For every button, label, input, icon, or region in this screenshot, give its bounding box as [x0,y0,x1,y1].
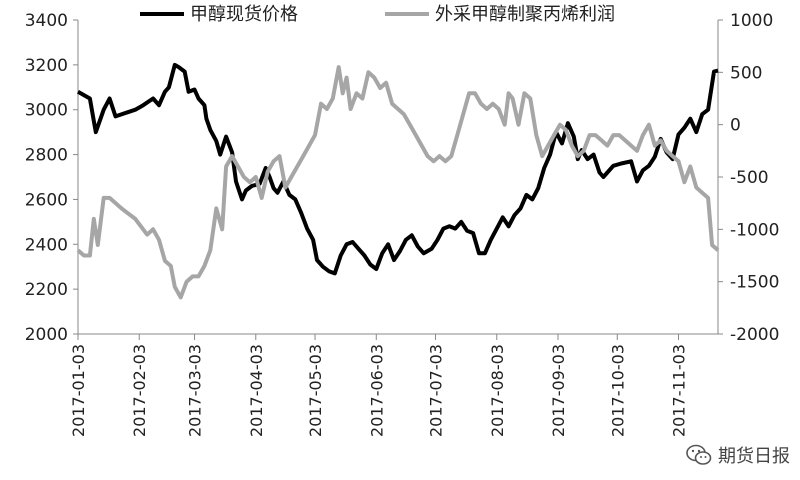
x-tick-label: 2017-03-03 [186,344,205,437]
axes-layer: 2000 2200 2400 2600 2800 3000 3200 3400 -2000 -15… [25,11,780,437]
y-right-tick-label: 500 [730,63,762,83]
series-layer [76,62,720,300]
y-right-tick-label: -2000 [730,325,779,345]
watermark: 期货日报 [686,442,790,468]
x-tick-label: 2017-02-03 [130,344,149,437]
y-left-tick-label: 3200 [25,56,68,76]
x-tick-label: 2017-05-03 [306,344,325,437]
y-left-tick-label: 2200 [25,280,68,300]
y-left-tick-label: 2000 [25,325,68,345]
x-tick-label: 2017-06-03 [367,344,386,437]
legend: 甲醇现货价格 外采甲醇制聚丙烯利润 [140,4,615,25]
y-left-tick-label: 3000 [25,101,68,121]
y-left-tick-label: 2800 [25,146,68,166]
x-tick-label: 2017-01-03 [69,344,88,437]
x-tick-label: 2017-10-03 [608,344,627,437]
y-right-tick-label: -1000 [730,220,779,240]
wechat-icon [686,444,712,465]
series-line-2 [76,65,720,300]
x-tick-label: 2017-07-03 [427,344,446,437]
y-right-tick-label: -500 [730,168,769,188]
watermark-text: 期货日报 [718,446,790,467]
y-left-tick-label: 2600 [25,190,68,210]
x-tick-label: 2017-08-03 [488,344,507,437]
y-left-tick-label: 2400 [25,235,68,255]
y-right-tick-label: -1500 [730,273,779,293]
x-tick-label: 2017-09-03 [549,344,568,437]
y-right-tick-label: 0 [730,116,741,136]
x-tick-label: 2017-04-03 [247,344,266,437]
y-right-tick-label: 1000 [730,11,773,31]
legend-label: 外采甲醇制聚丙烯利润 [435,4,615,25]
series-line-1 [77,62,719,276]
y-left-tick-label: 3400 [25,11,68,31]
x-tick-label: 2017-11-03 [669,344,688,437]
legend-label: 甲醇现货价格 [190,4,298,25]
